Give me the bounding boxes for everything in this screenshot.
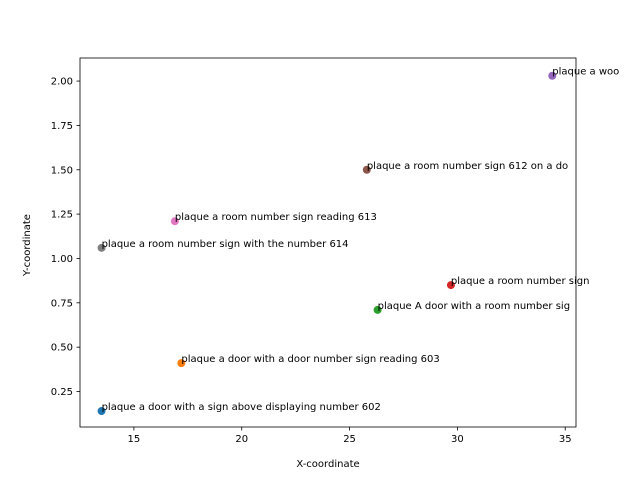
data-point-label: plaque a room number sign reading 613 (175, 212, 377, 223)
plot-area: plaque a door with a sign above displayi… (97, 67, 619, 416)
data-point-label: plaque a room number sign (451, 276, 590, 287)
data-point (97, 243, 106, 252)
x-tick-label: 20 (235, 434, 248, 445)
y-tick-label: 1.50 (51, 165, 73, 176)
y-tick-label: 0.75 (51, 298, 73, 309)
x-tick-label: 35 (559, 434, 572, 445)
data-point-label: plaque a door with a sign above displayi… (102, 402, 381, 413)
data-point (446, 281, 455, 290)
data-point (362, 165, 371, 174)
x-axis-label: X-coordinate (296, 459, 359, 470)
data-point-label: plaque a room number sign with the numbe… (102, 239, 349, 250)
data-point-label: plaque a woo (552, 67, 619, 78)
axes: 15 20 25 30 35 0.25 0.50 0.75 1.00 1.25 1.50 1.75 2.… (51, 57, 577, 445)
y-tick-label: 2.00 (51, 77, 73, 88)
data-point-label: plaque A door with a room number sig (378, 301, 570, 312)
y-tick-label: 0.50 (51, 343, 73, 354)
y-tick-label: 1.75 (51, 121, 73, 132)
data-point (177, 359, 186, 368)
data-point (97, 407, 106, 416)
data-point-label: plaque a room number sign 612 on a do (367, 161, 568, 172)
y-tick-label: 0.25 (51, 387, 73, 398)
y-tick-label: 1.00 (51, 254, 73, 265)
data-point-label: plaque a door with a door number sign re… (181, 354, 439, 365)
x-tick-label: 25 (343, 434, 356, 445)
y-tick-label: 1.25 (51, 210, 73, 221)
data-point (548, 71, 557, 80)
x-tick-label: 30 (451, 434, 464, 445)
data-point (373, 305, 382, 314)
y-axis-label: Y-coordinate (22, 214, 33, 277)
x-tick-label: 15 (128, 434, 141, 445)
plot-frame (79, 57, 577, 428)
data-point (170, 217, 179, 226)
